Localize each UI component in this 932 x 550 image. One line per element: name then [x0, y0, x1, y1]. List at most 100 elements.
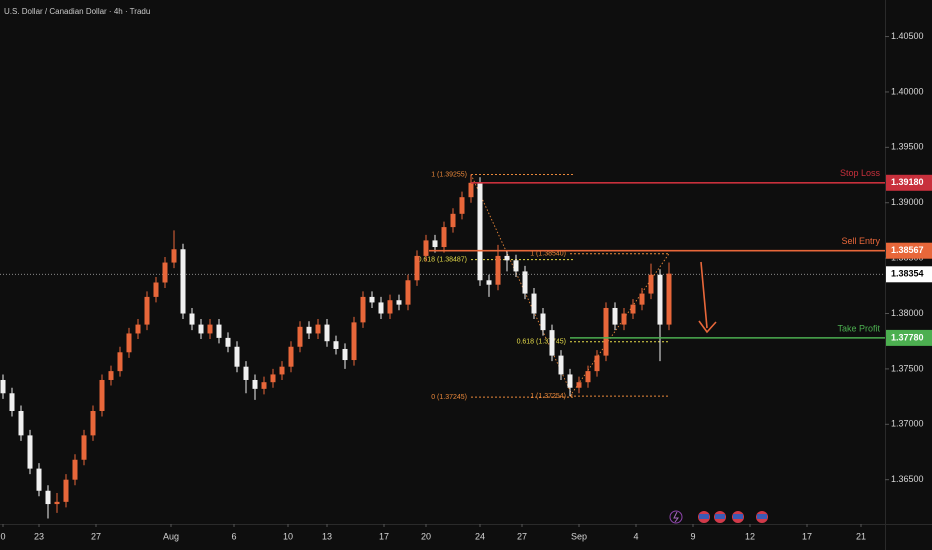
candle-body	[576, 382, 582, 388]
fib-label: 0.618 (1.38487)	[418, 256, 467, 263]
candle-body	[36, 468, 42, 491]
candle-body	[252, 379, 258, 389]
candle-body	[315, 324, 321, 334]
candle-body	[261, 382, 267, 389]
y-tick-label: 1.38000	[891, 308, 924, 318]
candle-body	[468, 182, 474, 198]
fib-label: 1 (1.37254)	[530, 393, 566, 400]
y-tick-label: 1.40000	[891, 86, 924, 96]
candle-body	[162, 262, 168, 283]
x-tick-label: 12	[745, 531, 755, 541]
candle-body	[270, 374, 276, 383]
level-price-label: 1.39180	[891, 177, 924, 187]
candle-body	[441, 227, 447, 248]
candle-body	[459, 197, 465, 214]
candle-body	[90, 411, 96, 436]
arrow	[698, 261, 717, 334]
event-icons	[669, 510, 768, 524]
level-label: Sell Entry	[841, 236, 880, 246]
x-tick-label: 20	[421, 531, 431, 541]
candle-body	[531, 293, 537, 314]
candle-body	[189, 313, 195, 325]
candle-body	[414, 255, 420, 281]
candle-body	[342, 348, 348, 361]
candle-body	[360, 296, 366, 323]
candle-body	[9, 393, 15, 412]
level-price-label: 1.37780	[891, 332, 924, 342]
candle-body	[117, 352, 123, 372]
candle-body	[513, 260, 519, 272]
candle-body	[144, 296, 150, 325]
fib-trend	[470, 174, 574, 398]
icon	[757, 514, 767, 519]
x-tick-label: 23	[34, 531, 44, 541]
x-tick-label: 24	[475, 531, 485, 541]
candle-body	[522, 271, 528, 294]
candle-body	[495, 255, 501, 285]
candle-body	[657, 274, 663, 325]
level-label: Stop Loss	[840, 168, 881, 178]
candle-body	[153, 282, 159, 297]
candle-body	[81, 435, 87, 460]
icon	[715, 514, 725, 519]
fib-label: 1 (1.38540)	[530, 251, 566, 258]
candle-body	[477, 182, 483, 281]
candle-body	[450, 213, 456, 228]
icon	[733, 514, 743, 519]
x-tick-label: 13	[322, 531, 332, 541]
level-price-label: 1.38567	[891, 245, 924, 255]
current-price-box	[886, 266, 932, 283]
x-tick-label: Sep	[571, 531, 587, 541]
candle-body	[45, 490, 51, 505]
candle-body	[369, 296, 375, 303]
candle-body	[387, 300, 393, 314]
candle-body	[549, 330, 555, 356]
candle-body	[486, 280, 492, 285]
candle-body	[432, 240, 438, 248]
candle-body	[54, 501, 60, 505]
candle-body	[603, 307, 609, 356]
candle-body	[621, 313, 627, 325]
candle-body	[567, 374, 573, 388]
y-tick-label: 1.39500	[891, 142, 924, 152]
x-tick-label: 21	[856, 531, 866, 541]
candle-body	[18, 411, 24, 436]
candle-body	[63, 479, 69, 502]
plot: 1 (1.39255) 0.618 (1.38487) 0 (1.37245) 1 (…	[0, 168, 885, 519]
icon	[673, 511, 679, 523]
candle-body	[135, 324, 141, 334]
candle-body	[396, 300, 402, 305]
y-tick-label: 1.39000	[891, 197, 924, 207]
candle-body	[99, 379, 105, 412]
fib-label: 0 (1.37245)	[431, 394, 467, 401]
candle-body	[333, 341, 339, 349]
candle-body	[423, 240, 429, 256]
x-tick-label: 27	[517, 531, 527, 541]
icon	[669, 510, 683, 524]
y-tick-label: 1.37000	[891, 419, 924, 429]
candle-body	[504, 255, 510, 261]
x-tick-label: 9	[690, 531, 695, 541]
candle-body	[558, 355, 564, 375]
level-label: Take Profit	[837, 323, 880, 333]
candle-body	[180, 249, 186, 314]
x-tick-label: 10	[283, 531, 293, 541]
candle-body	[279, 366, 285, 375]
candle-body	[27, 435, 33, 469]
candle-body	[594, 355, 600, 372]
candle-body	[585, 371, 591, 383]
level-price-box	[886, 174, 932, 191]
candle-body	[306, 326, 312, 334]
candle-body	[234, 346, 240, 367]
x-tick-label: 0	[0, 531, 5, 541]
candle-body	[405, 280, 411, 305]
x-tick-label: 17	[379, 531, 389, 541]
level-price-box	[886, 329, 932, 346]
x-tick-label: 27	[91, 531, 101, 541]
y-tick-label: 1.40500	[891, 31, 924, 41]
candle-body	[126, 333, 132, 353]
current-price-label: 1.38354	[891, 269, 924, 279]
candle-body	[378, 302, 384, 314]
candle-body	[639, 293, 645, 305]
